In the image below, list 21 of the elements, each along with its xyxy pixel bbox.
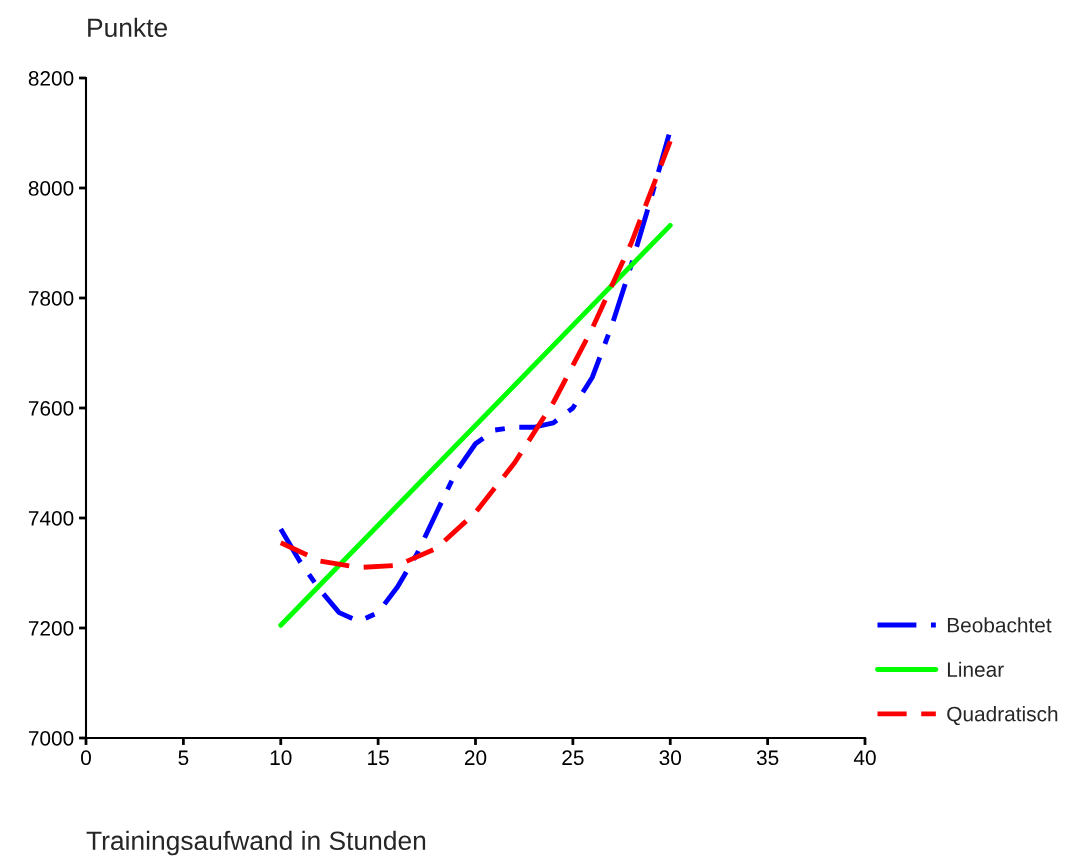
x-tick-label: 15 (368, 750, 389, 766)
y-tick-label: 7200 (28, 621, 74, 636)
legend-label: Quadratisch (947, 706, 1058, 726)
x-axis-title: Trainingsaufwand in Stunden (86, 830, 426, 856)
x-tick-label: 40 (853, 750, 876, 766)
y-tick-label: 7600 (28, 401, 74, 416)
x-tick-label: 25 (562, 750, 584, 766)
x-tick-label: 5 (178, 750, 189, 766)
y-tick-label: 7000 (28, 731, 74, 746)
x-tick-label: 10 (270, 750, 292, 766)
y-tick-label: 7800 (28, 291, 74, 306)
legend-label: Beobachtet (947, 617, 1052, 633)
x-tick-label: 35 (756, 750, 779, 766)
x-tick-label: 0 (81, 750, 91, 766)
y-axis-title: Punkte (88, 17, 167, 38)
x-tick-label: 20 (464, 750, 487, 766)
y-tick-label: 8200 (28, 71, 74, 86)
y-tick-label: 7400 (28, 511, 74, 526)
y-tick-label: 8000 (28, 181, 74, 196)
legend-label: Linear (947, 661, 1004, 677)
x-tick-label: 30 (659, 750, 682, 766)
